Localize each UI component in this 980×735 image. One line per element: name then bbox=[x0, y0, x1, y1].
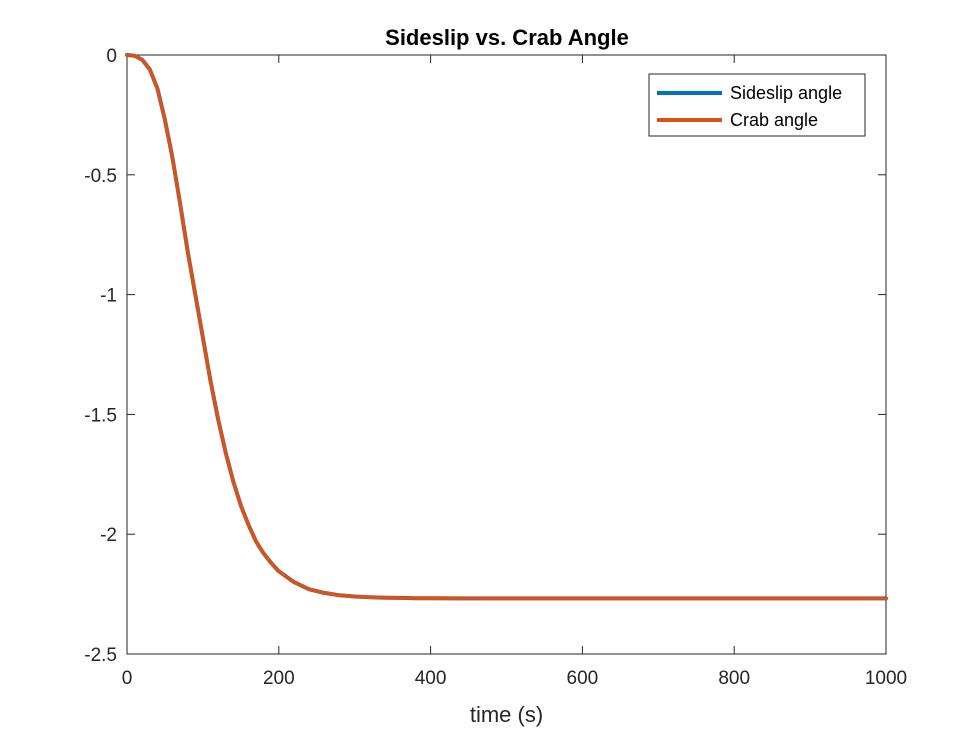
legend: Sideslip angle Crab angle bbox=[648, 73, 866, 137]
series-line-crab bbox=[125, 53, 888, 601]
x-axis-label: time (s) bbox=[470, 702, 543, 727]
y-axis: 0 -0.5 -1 -1.5 -2 -2.5 bbox=[84, 46, 886, 666]
x-axis: 0 200 400 600 800 1000 bbox=[122, 55, 907, 689]
y-tick-label: 0 bbox=[106, 46, 117, 67]
legend-label: Sideslip angle bbox=[730, 83, 842, 103]
series-layer bbox=[125, 53, 888, 601]
x-tick-label: 200 bbox=[263, 668, 295, 689]
y-tick-label: -1.5 bbox=[84, 405, 117, 426]
y-tick-label: -2 bbox=[100, 525, 117, 546]
x-tick-label: 1000 bbox=[865, 668, 907, 689]
legend-box bbox=[648, 73, 866, 137]
chart-title: Sideslip vs. Crab Angle bbox=[385, 25, 629, 50]
legend-label: Crab angle bbox=[730, 110, 818, 130]
plot-area bbox=[126, 54, 887, 655]
y-tick-label: -2.5 bbox=[84, 645, 117, 666]
x-tick-label: 600 bbox=[567, 668, 599, 689]
y-tick-label: -0.5 bbox=[84, 166, 117, 187]
x-tick-label: 400 bbox=[415, 668, 447, 689]
x-tick-label: 800 bbox=[718, 668, 750, 689]
x-tick-label: 0 bbox=[122, 668, 133, 689]
y-tick-label: -1 bbox=[100, 286, 117, 307]
